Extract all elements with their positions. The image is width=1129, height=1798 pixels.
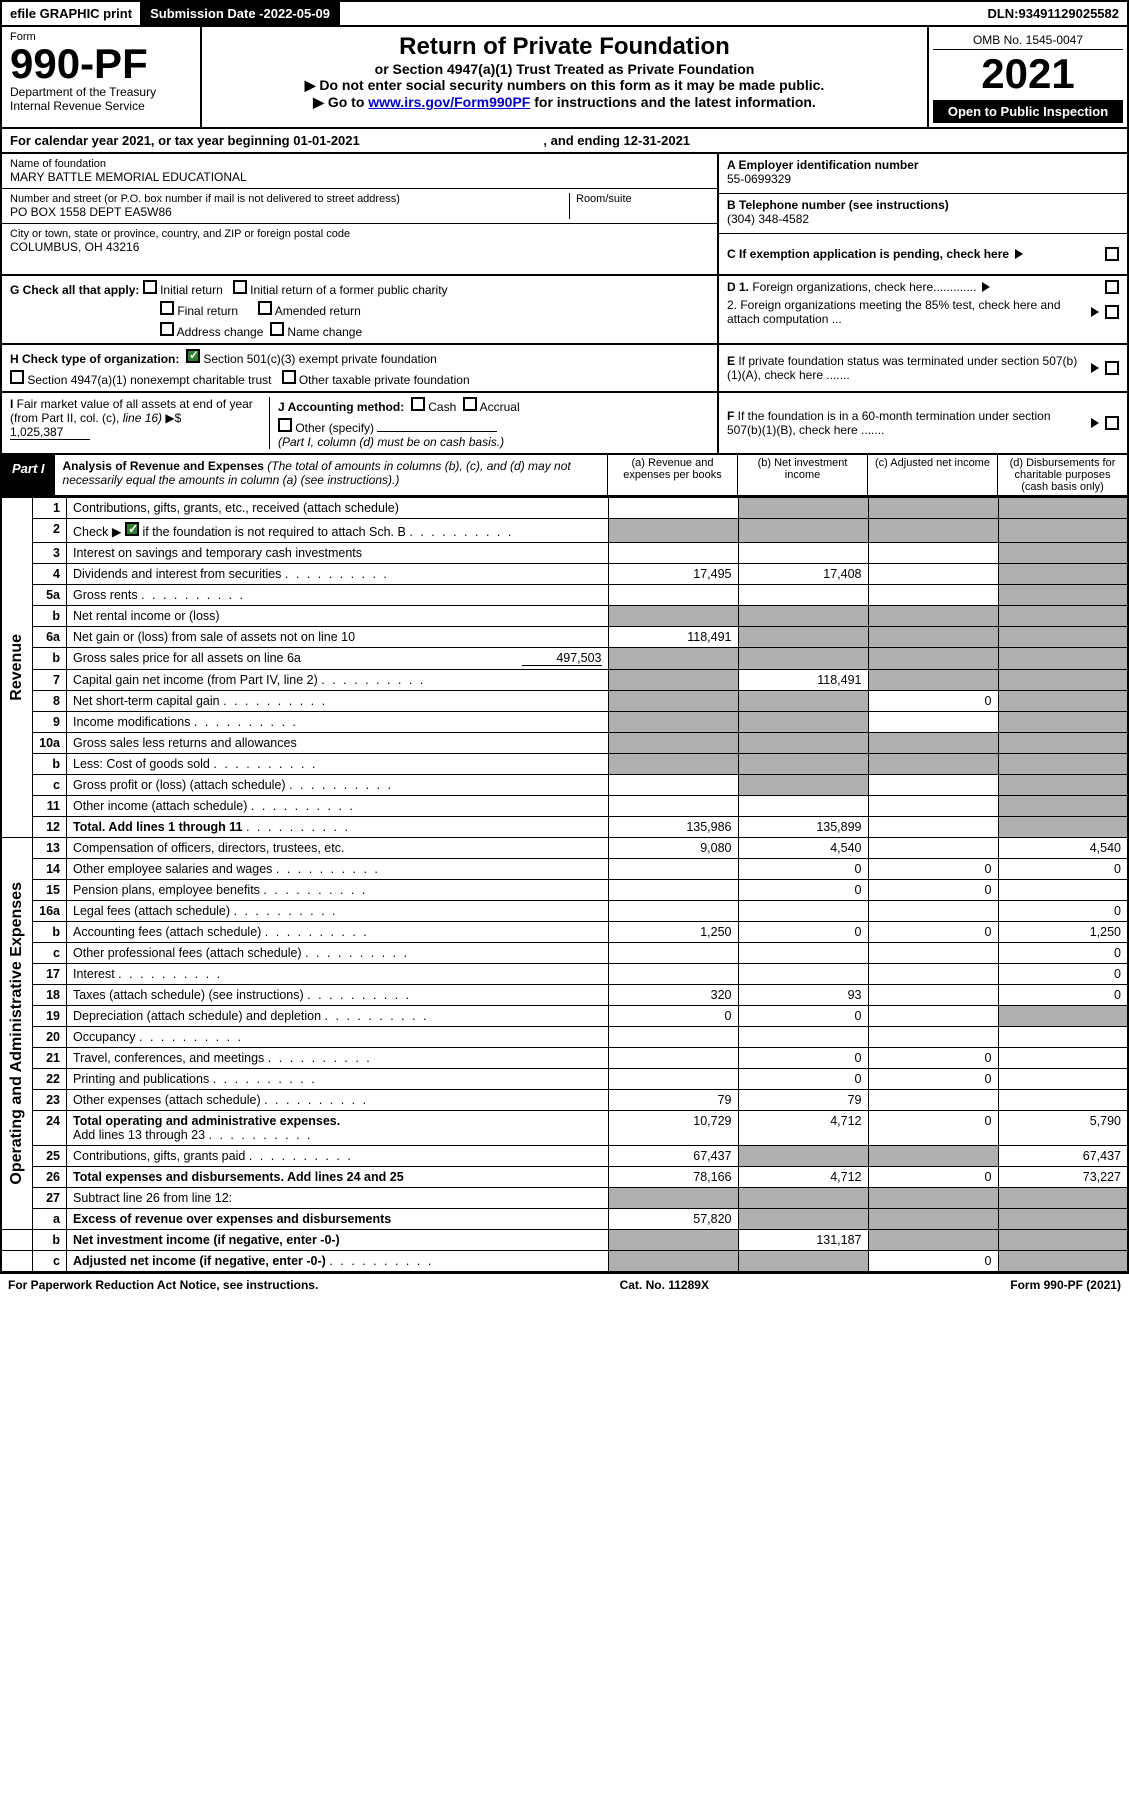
room-label: Room/suite	[576, 193, 709, 205]
tel-value: (304) 348-4582	[727, 212, 1119, 226]
form-note-2: ▶ Go to www.irs.gov/Form990PF for instru…	[208, 94, 921, 111]
ein-label: A Employer identification number	[727, 158, 1119, 172]
c-label: C If exemption application is pending, c…	[727, 247, 1009, 261]
irs-link[interactable]: www.irs.gov/Form990PF	[368, 94, 530, 110]
foundation-name: MARY BATTLE MEMORIAL EDUCATIONAL	[10, 170, 709, 184]
col-b-hdr: (b) Net investment income	[737, 455, 867, 495]
tel-label: B Telephone number (see instructions)	[727, 198, 1119, 212]
city-value: COLUMBUS, OH 43216	[10, 240, 709, 254]
footer-cat: Cat. No. 11289X	[620, 1278, 709, 1292]
omb-number: OMB No. 1545-0047	[933, 31, 1123, 50]
ein-value: 55-0699329	[727, 172, 1119, 186]
footer-right: Form 990-PF (2021)	[1010, 1278, 1121, 1292]
j-note: (Part I, column (d) must be on cash basi…	[278, 435, 709, 449]
open-inspection: Open to Public Inspection	[933, 100, 1123, 123]
f-label: F If the foundation is in a 60-month ter…	[727, 409, 1085, 437]
i-value: 1,025,387	[10, 425, 90, 440]
form-number: 990-PF	[10, 43, 192, 85]
g-name-change[interactable]	[270, 322, 284, 336]
j-other[interactable]	[278, 418, 292, 432]
part1-table: Revenue 1Contributions, gifts, grants, e…	[0, 497, 1129, 1273]
col-a-hdr: (a) Revenue and expenses per books	[607, 455, 737, 495]
tax-year: 2021	[933, 50, 1123, 98]
d1-checkbox[interactable]	[1105, 280, 1119, 294]
e-checkbox[interactable]	[1105, 361, 1119, 375]
d2-label: 2. Foreign organizations meeting the 85%…	[727, 298, 1085, 326]
h-501c3[interactable]	[186, 349, 200, 363]
street-address: PO BOX 1558 DEPT EA5W86	[10, 205, 569, 219]
g-label: G Check all that apply:	[10, 283, 139, 297]
entity-info: Name of foundation MARY BATTLE MEMORIAL …	[0, 154, 1129, 276]
form-header: Form 990-PF Department of the Treasury I…	[0, 27, 1129, 129]
top-bar: efile GRAPHIC print Submission Date - 20…	[0, 0, 1129, 27]
g-address-change[interactable]	[160, 322, 174, 336]
dept-irs: Internal Revenue Service	[10, 99, 192, 113]
j-cash[interactable]	[411, 397, 425, 411]
efile-label: efile GRAPHIC print	[2, 2, 142, 25]
arrow-icon	[1015, 249, 1023, 259]
col-c-hdr: (c) Adjusted net income	[867, 455, 997, 495]
page-footer: For Paperwork Reduction Act Notice, see …	[0, 1273, 1129, 1296]
g-final-return[interactable]	[160, 301, 174, 315]
form-subtitle: or Section 4947(a)(1) Trust Treated as P…	[208, 61, 921, 77]
dln: DLN: 93491129025582	[979, 2, 1127, 25]
c-checkbox[interactable]	[1105, 247, 1119, 261]
section-h-e: H Check type of organization: Section 50…	[0, 345, 1129, 393]
j-label: J Accounting method:	[278, 400, 404, 414]
submission-date: Submission Date - 2022-05-09	[142, 2, 340, 25]
schb-checkbox[interactable]	[125, 522, 139, 536]
form-title: Return of Private Foundation	[208, 33, 921, 61]
h-label: H Check type of organization:	[10, 352, 179, 366]
city-label: City or town, state or province, country…	[10, 228, 709, 240]
f-checkbox[interactable]	[1105, 416, 1119, 430]
part1-tag: Part I	[2, 455, 55, 495]
h-other-taxable[interactable]	[282, 370, 296, 384]
dept-treasury: Department of the Treasury	[10, 85, 192, 99]
section-g-d: G Check all that apply: Initial return I…	[0, 276, 1129, 345]
d2-checkbox[interactable]	[1105, 305, 1119, 319]
footer-left: For Paperwork Reduction Act Notice, see …	[8, 1278, 318, 1292]
revenue-side-label: Revenue	[8, 634, 26, 701]
addr-label: Number and street (or P.O. box number if…	[10, 193, 569, 205]
form-note-1: ▶ Do not enter social security numbers o…	[208, 77, 921, 94]
j-accrual[interactable]	[463, 397, 477, 411]
d1-label: D 1. Foreign organizations, check here..…	[727, 280, 976, 294]
calendar-year-band: For calendar year 2021, or tax year begi…	[0, 129, 1129, 154]
g-amended-return[interactable]	[258, 301, 272, 315]
h-4947[interactable]	[10, 370, 24, 384]
part1-header: Part I Analysis of Revenue and Expenses …	[0, 455, 1129, 497]
g-initial-former[interactable]	[233, 280, 247, 294]
i-label: I Fair market value of all assets at end…	[10, 397, 253, 425]
name-label: Name of foundation	[10, 158, 709, 170]
g-initial-return[interactable]	[143, 280, 157, 294]
section-i-j-f: I Fair market value of all assets at end…	[0, 393, 1129, 455]
col-d-hdr: (d) Disbursements for charitable purpose…	[997, 455, 1127, 495]
part1-title: Analysis of Revenue and Expenses	[63, 459, 264, 473]
expenses-side-label: Operating and Administrative Expenses	[8, 882, 26, 1185]
e-label: E If private foundation status was termi…	[727, 354, 1085, 382]
